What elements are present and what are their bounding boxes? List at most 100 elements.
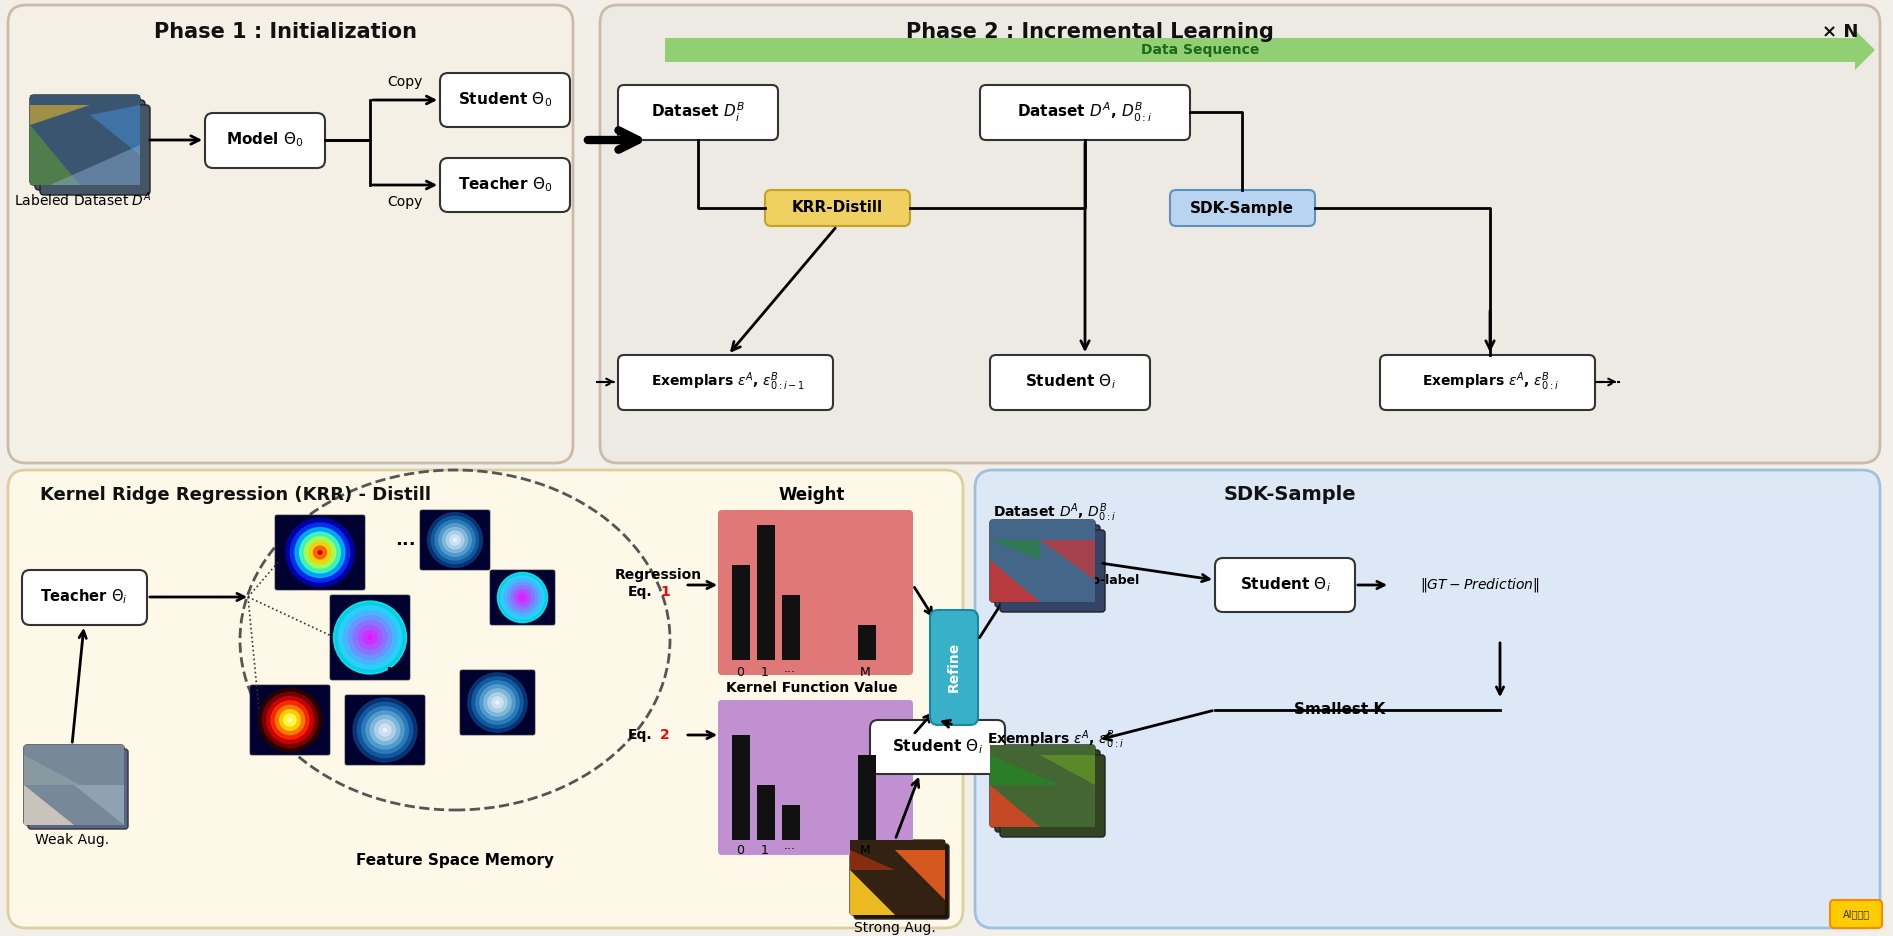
Circle shape xyxy=(451,534,460,545)
Circle shape xyxy=(263,693,318,748)
Text: Teacher $\Theta_0$: Teacher $\Theta_0$ xyxy=(458,176,553,195)
Circle shape xyxy=(362,707,409,753)
Bar xyxy=(782,595,801,660)
Text: Student $\Theta_0$: Student $\Theta_0$ xyxy=(458,91,553,110)
Circle shape xyxy=(271,701,309,739)
Circle shape xyxy=(354,698,416,762)
Bar xyxy=(990,745,1094,827)
FancyBboxPatch shape xyxy=(439,73,570,127)
Text: Refine: Refine xyxy=(946,642,962,692)
FancyBboxPatch shape xyxy=(990,355,1151,410)
Circle shape xyxy=(371,715,399,745)
FancyBboxPatch shape xyxy=(23,570,148,625)
Text: 1: 1 xyxy=(761,666,769,680)
Text: Copy: Copy xyxy=(388,75,422,89)
Text: ···: ··· xyxy=(784,843,795,856)
Text: $\Vert GT - Prediction\Vert$: $\Vert GT - Prediction\Vert$ xyxy=(1420,576,1539,594)
Circle shape xyxy=(521,596,524,599)
Text: Exemplars $\varepsilon^A$, $\varepsilon_{0:i}^B$: Exemplars $\varepsilon^A$, $\varepsilon_… xyxy=(1422,371,1558,393)
FancyBboxPatch shape xyxy=(975,470,1880,928)
Circle shape xyxy=(288,718,292,722)
Text: ···: ··· xyxy=(384,661,405,679)
FancyBboxPatch shape xyxy=(990,520,1094,602)
Bar xyxy=(30,95,140,185)
Circle shape xyxy=(454,538,456,541)
Circle shape xyxy=(309,541,331,563)
FancyBboxPatch shape xyxy=(420,510,490,570)
Circle shape xyxy=(382,728,386,732)
FancyBboxPatch shape xyxy=(617,85,778,140)
FancyBboxPatch shape xyxy=(274,515,365,590)
FancyBboxPatch shape xyxy=(28,749,129,829)
Circle shape xyxy=(280,709,301,730)
FancyBboxPatch shape xyxy=(854,844,948,919)
Circle shape xyxy=(439,524,471,556)
Bar xyxy=(733,735,750,840)
Circle shape xyxy=(485,689,511,716)
Circle shape xyxy=(286,519,354,587)
Circle shape xyxy=(274,706,305,735)
FancyBboxPatch shape xyxy=(460,670,536,735)
Text: SDK-Sample: SDK-Sample xyxy=(1191,200,1295,215)
Bar xyxy=(733,565,750,660)
Text: 2: 2 xyxy=(661,728,670,742)
FancyBboxPatch shape xyxy=(30,95,140,185)
Polygon shape xyxy=(30,125,80,185)
FancyBboxPatch shape xyxy=(1215,558,1355,612)
Circle shape xyxy=(511,586,534,609)
Circle shape xyxy=(333,601,407,674)
Polygon shape xyxy=(990,560,1039,602)
Text: Student $\Theta_i$: Student $\Theta_i$ xyxy=(1024,373,1115,391)
Circle shape xyxy=(488,693,507,712)
Polygon shape xyxy=(25,785,74,825)
FancyBboxPatch shape xyxy=(8,5,574,463)
Polygon shape xyxy=(49,145,140,185)
FancyBboxPatch shape xyxy=(1000,755,1106,837)
Circle shape xyxy=(365,711,403,749)
Bar xyxy=(25,745,125,825)
Bar xyxy=(850,840,945,915)
Polygon shape xyxy=(74,785,125,825)
Text: Regression: Regression xyxy=(615,568,702,582)
FancyBboxPatch shape xyxy=(1000,530,1106,612)
FancyBboxPatch shape xyxy=(717,510,912,675)
FancyBboxPatch shape xyxy=(250,685,329,755)
Circle shape xyxy=(305,537,335,568)
Text: 1: 1 xyxy=(661,585,670,599)
Circle shape xyxy=(299,533,341,573)
Circle shape xyxy=(363,631,377,644)
Text: Dataset $D^A$, $D_{0:i}^B$: Dataset $D^A$, $D_{0:i}^B$ xyxy=(1017,100,1153,124)
Circle shape xyxy=(354,621,386,654)
Polygon shape xyxy=(990,540,1039,560)
Circle shape xyxy=(496,701,500,704)
Text: AI资讯网: AI资讯网 xyxy=(1842,909,1870,919)
Text: Kernel Function Value: Kernel Function Value xyxy=(727,681,897,695)
Text: Eq.: Eq. xyxy=(628,728,653,742)
Text: Strong Aug.: Strong Aug. xyxy=(854,921,935,935)
Text: Student $\Theta_i$: Student $\Theta_i$ xyxy=(1240,576,1331,594)
Text: KRR-Distill: KRR-Distill xyxy=(791,200,882,215)
FancyBboxPatch shape xyxy=(600,5,1880,463)
Text: Weak Aug.: Weak Aug. xyxy=(34,833,110,847)
Circle shape xyxy=(443,528,468,552)
Text: M: M xyxy=(859,843,871,856)
Text: Feature Space Memory: Feature Space Memory xyxy=(356,853,555,868)
Polygon shape xyxy=(895,850,945,900)
FancyBboxPatch shape xyxy=(996,525,1100,607)
Circle shape xyxy=(507,582,538,612)
Text: Eq.: Eq. xyxy=(628,585,653,599)
FancyBboxPatch shape xyxy=(1170,190,1316,226)
Text: 0: 0 xyxy=(736,843,744,856)
Circle shape xyxy=(435,520,475,560)
Circle shape xyxy=(339,606,401,669)
Text: Pseudo-label: Pseudo-label xyxy=(1051,574,1140,587)
Text: Dataset $D^A$, $D_{0:i}^B$: Dataset $D^A$, $D_{0:i}^B$ xyxy=(994,502,1117,524)
FancyBboxPatch shape xyxy=(439,158,570,212)
FancyBboxPatch shape xyxy=(345,695,426,765)
Bar xyxy=(757,785,774,840)
Circle shape xyxy=(314,546,326,559)
Text: × N: × N xyxy=(1821,23,1859,41)
FancyBboxPatch shape xyxy=(329,595,411,680)
Polygon shape xyxy=(664,30,1874,70)
Polygon shape xyxy=(990,755,1060,785)
